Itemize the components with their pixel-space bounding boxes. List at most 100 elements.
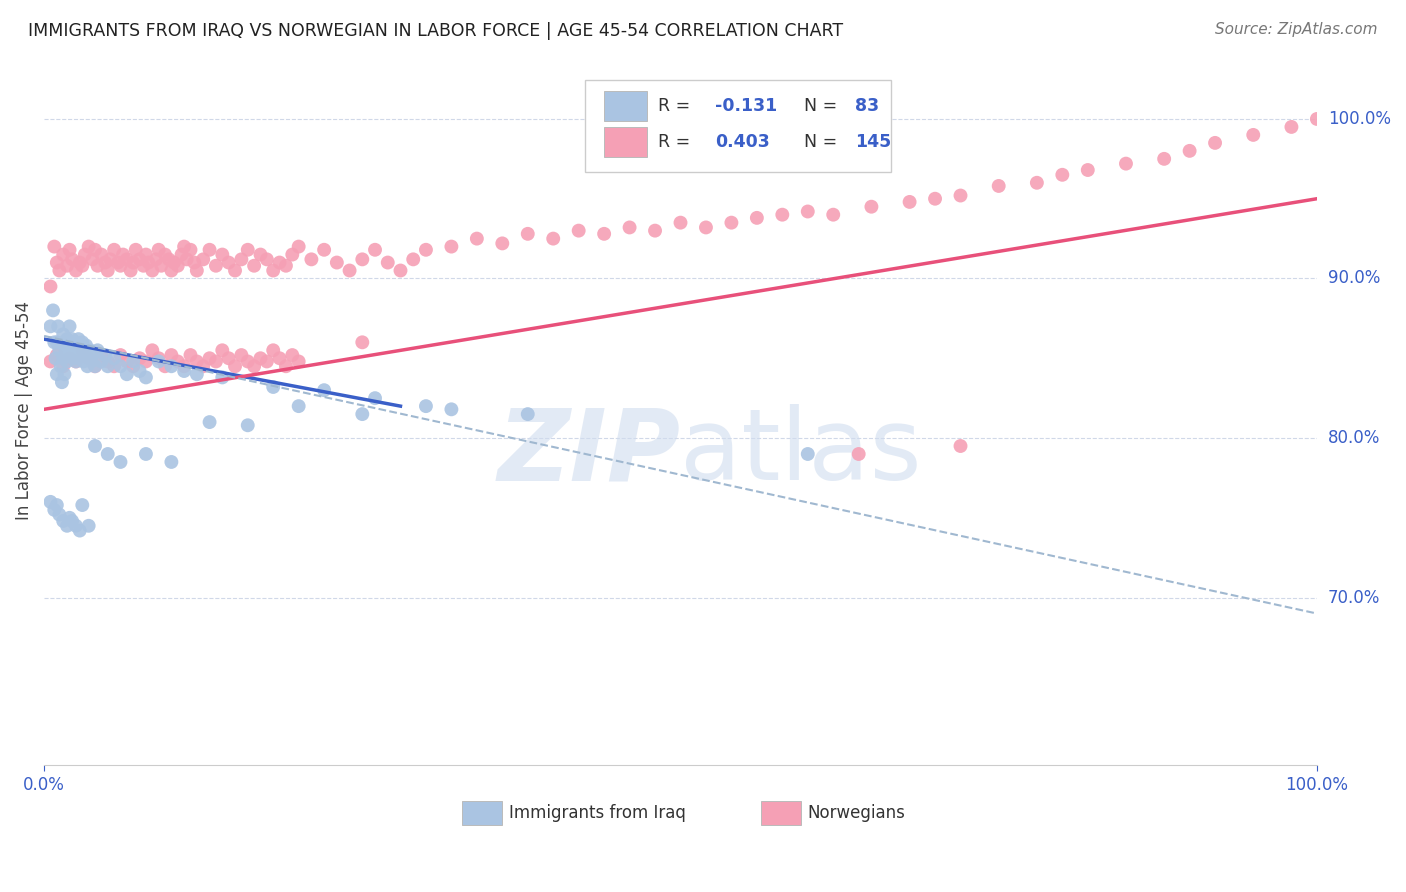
Point: [115, 252, 138, 267]
Point: [90, 354, 112, 368]
Point: [516, 227, 538, 241]
Point: [231, 348, 253, 362]
Point: [770, 208, 793, 222]
Point: [58, 243, 80, 257]
Point: [135, 447, 157, 461]
Point: [59, 338, 82, 352]
Text: N =: N =: [804, 97, 842, 115]
Point: [110, 259, 132, 273]
Point: [58, 319, 80, 334]
Point: [256, 354, 278, 368]
Point: [186, 354, 208, 368]
Point: [122, 354, 145, 368]
Point: [103, 351, 125, 366]
Point: [352, 335, 374, 350]
Point: [415, 243, 437, 257]
Point: [42, 303, 65, 318]
Point: [198, 415, 221, 429]
Text: R =: R =: [658, 97, 696, 115]
Point: [281, 247, 304, 261]
Point: [97, 263, 120, 277]
Point: [138, 255, 160, 269]
Point: [720, 216, 742, 230]
Point: [157, 252, 180, 267]
Point: [198, 351, 221, 366]
Text: 70.0%: 70.0%: [1329, 589, 1381, 607]
Point: [848, 447, 870, 461]
Point: [60, 514, 83, 528]
Point: [823, 208, 845, 222]
Point: [860, 200, 883, 214]
Point: [76, 359, 98, 374]
Point: [1241, 128, 1264, 142]
Point: [299, 252, 322, 267]
Point: [58, 348, 80, 362]
Point: [160, 263, 183, 277]
Point: [77, 239, 100, 253]
Point: [243, 359, 266, 374]
Point: [72, 348, 94, 362]
Point: [218, 351, 240, 366]
Point: [1052, 168, 1074, 182]
Point: [97, 354, 120, 368]
Point: [65, 263, 87, 277]
Point: [44, 335, 66, 350]
Point: [160, 348, 183, 362]
Point: [48, 263, 70, 277]
Point: [90, 348, 112, 362]
Point: [173, 359, 195, 374]
Point: [122, 359, 145, 374]
Point: [135, 354, 157, 368]
Text: N =: N =: [804, 133, 842, 151]
Point: [218, 255, 240, 269]
Point: [67, 332, 90, 346]
Point: [79, 343, 101, 358]
Point: [179, 243, 201, 257]
Point: [415, 399, 437, 413]
Point: [49, 359, 72, 374]
Point: [163, 255, 186, 269]
Point: [898, 194, 921, 209]
Point: [73, 343, 96, 358]
Point: [44, 239, 66, 253]
Point: [97, 447, 120, 461]
Point: [55, 343, 77, 358]
Point: [205, 354, 228, 368]
Point: [236, 418, 259, 433]
Point: [465, 232, 488, 246]
Point: [352, 407, 374, 421]
Point: [65, 335, 87, 350]
Point: [94, 348, 117, 362]
Point: [440, 239, 463, 253]
Point: [128, 252, 150, 267]
Point: [39, 354, 62, 368]
FancyBboxPatch shape: [605, 91, 647, 121]
Point: [111, 247, 134, 261]
Point: [176, 252, 198, 267]
Point: [84, 359, 107, 374]
Point: [256, 252, 278, 267]
Point: [262, 380, 284, 394]
Point: [1025, 176, 1047, 190]
Point: [173, 239, 195, 253]
Point: [193, 359, 215, 374]
Text: 0.403: 0.403: [714, 133, 769, 151]
Point: [90, 247, 112, 261]
Text: Norwegians: Norwegians: [808, 805, 905, 822]
Point: [97, 359, 120, 374]
Point: [186, 263, 208, 277]
Point: [45, 348, 67, 362]
Point: [77, 351, 100, 366]
Point: [153, 247, 176, 261]
Point: [84, 439, 107, 453]
Point: [402, 252, 425, 267]
Point: [65, 354, 87, 368]
Point: [65, 518, 87, 533]
Point: [82, 252, 104, 267]
Point: [103, 359, 125, 374]
Point: [63, 338, 86, 352]
Point: [72, 259, 94, 273]
Point: [166, 354, 188, 368]
Point: [153, 359, 176, 374]
Text: R =: R =: [658, 133, 696, 151]
